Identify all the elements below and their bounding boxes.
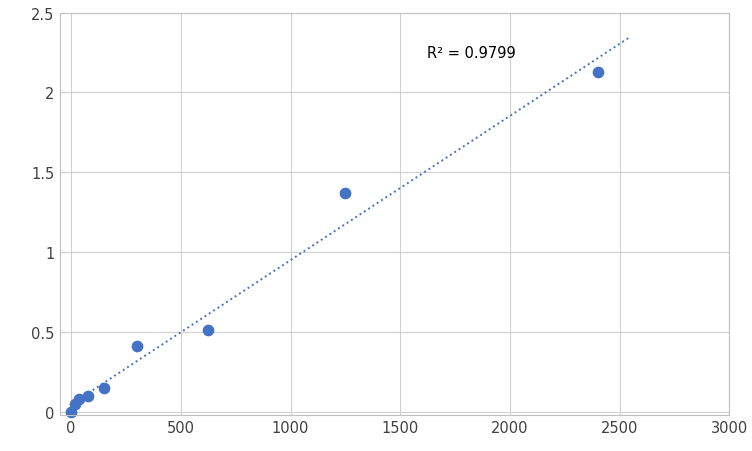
Text: R² = 0.9799: R² = 0.9799 [426,46,515,61]
Point [74,396,86,403]
Point [81,392,93,400]
Point [65,408,77,415]
Point [592,69,604,76]
Point [98,384,110,391]
Point [131,343,143,350]
Point [202,327,214,334]
Point [339,190,351,197]
Point [69,400,81,407]
